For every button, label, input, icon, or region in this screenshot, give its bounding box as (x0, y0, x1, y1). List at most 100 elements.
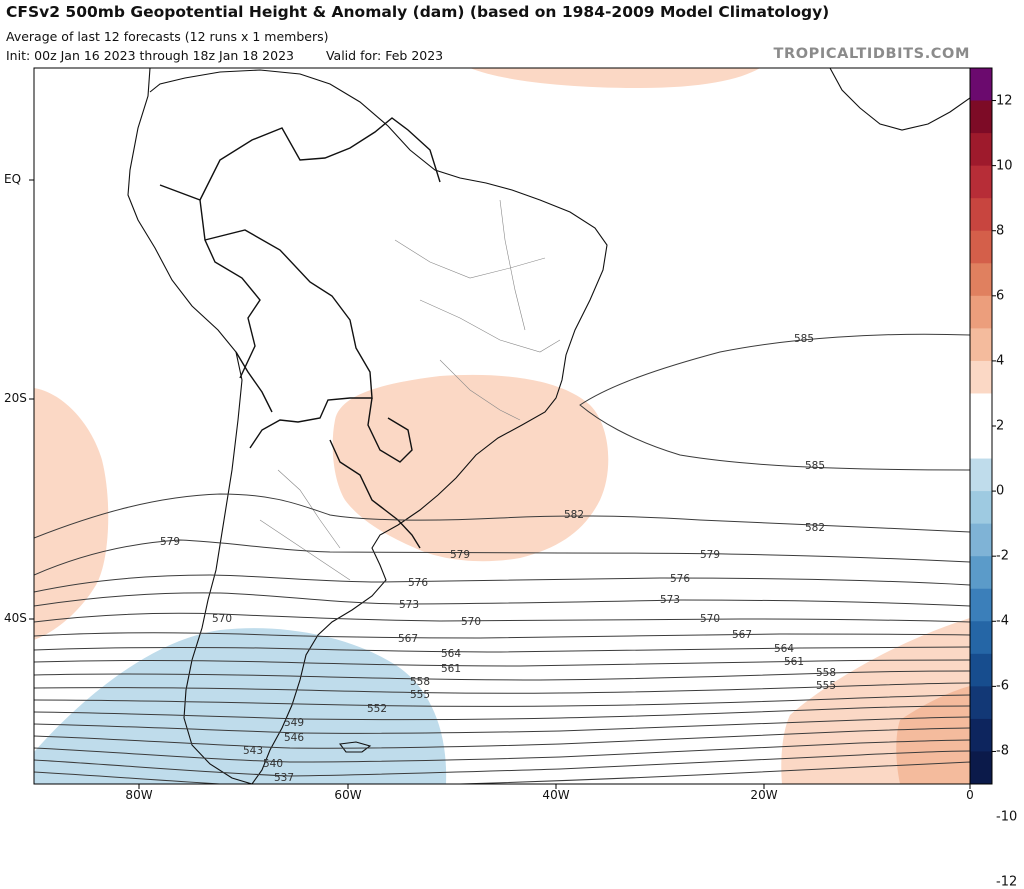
lon-label-80w: 80W (125, 788, 153, 802)
coastlines (127, 68, 970, 784)
colorbar-swatch (970, 165, 992, 199)
contour-549 (34, 705, 970, 721)
valid-text: Valid for: Feb 2023 (325, 48, 444, 63)
colorbar-swatch (970, 686, 992, 720)
colorbar-label: 0 (996, 483, 1005, 499)
contour-label: 570 (700, 613, 720, 625)
contour-label: 567 (398, 633, 418, 645)
contour-label: 555 (816, 680, 836, 692)
contour-label: 579 (700, 549, 720, 561)
contour-label: 579 (160, 536, 180, 548)
colorbar-swatch (970, 751, 992, 785)
colorbar-label: -12 (996, 874, 1018, 889)
contour-label: 576 (670, 573, 690, 585)
contour-label: 540 (263, 758, 283, 770)
colorbar-label: -8 (996, 743, 1009, 759)
colorbar-swatch (970, 198, 992, 232)
lat-label-eq: EQ (4, 172, 22, 186)
contour-label: 573 (660, 594, 680, 606)
colorbar (969, 67, 996, 785)
contour-564 (34, 646, 970, 653)
colorbar-label: -10 (996, 809, 1018, 825)
positive-anomaly-core (896, 686, 970, 784)
contour-label: 558 (816, 667, 836, 679)
contour-534 (34, 761, 970, 784)
admin-borders (259, 199, 561, 581)
lon-label-20w: 20W (750, 788, 778, 802)
contour-label: 564 (774, 643, 794, 655)
colorbar-label: 10 (996, 158, 1013, 174)
colorbar-label: -6 (996, 678, 1009, 694)
colorbar-label: 2 (996, 418, 1005, 434)
contour-543 (34, 727, 970, 749)
contour-label: 579 (450, 549, 470, 561)
init-text: Init: 00z Jan 16 2023 through 18z Jan 18… (6, 48, 294, 63)
colorbar-swatch (970, 718, 992, 752)
contour-label: 570 (212, 613, 232, 625)
contour-576 (34, 574, 970, 593)
contour-label: 573 (399, 599, 419, 611)
contour-label: 543 (243, 745, 263, 757)
contour-552 (34, 694, 970, 707)
colorbar-swatch (970, 295, 992, 329)
contour-540 (34, 739, 970, 763)
axis-ticks (29, 179, 971, 789)
lon-label-0: 0 (966, 788, 974, 802)
contour-label: 585 (805, 460, 825, 472)
contour-label: 576 (408, 577, 428, 589)
contour-label: 567 (732, 629, 752, 641)
colorbar-swatch (970, 426, 992, 460)
lat-label-40s: 40S (4, 611, 27, 625)
contour-582 (34, 493, 970, 539)
init-valid-line: Init: 00z Jan 16 2023 through 18z Jan 18… (6, 48, 443, 63)
anomaly-map: 585 585 582 582 579 579 579 576 576 573 573 570 570 5… (29, 67, 996, 789)
contour-labels: 585 585 582 582 579 579 579 576 576 573 573 570 570 5… (160, 333, 836, 784)
contour-label: 582 (564, 509, 584, 521)
contour-label: 561 (441, 663, 461, 675)
lon-label-40w: 40W (542, 788, 570, 802)
colorbar-swatch (970, 360, 992, 394)
lon-label-60w: 60W (334, 788, 362, 802)
height-contours (34, 333, 970, 784)
colorbar-swatch (970, 458, 992, 492)
chart-subtitle: Average of last 12 forecasts (12 runs x … (6, 29, 329, 44)
colorbar-label: 6 (996, 288, 1005, 304)
contour-558 (34, 670, 970, 681)
colorbar-swatch (970, 556, 992, 590)
contour-567 (34, 632, 970, 639)
contour-585 (579, 333, 970, 471)
colorbar-swatch (970, 491, 992, 525)
colorbar-label: -2 (996, 548, 1009, 564)
colorbar-swatch (970, 133, 992, 167)
colorbar-swatch (970, 393, 992, 427)
colorbar-swatch (970, 230, 992, 264)
contour-label: 555 (410, 689, 430, 701)
contour-label: 582 (805, 522, 825, 534)
contour-561 (34, 659, 970, 667)
contour-label: 537 (274, 772, 294, 784)
colorbar-swatch (970, 653, 992, 687)
contour-570 (34, 612, 970, 623)
contour-573 (34, 592, 970, 607)
brand-watermark: TROPICALTIDBITS.COM (773, 46, 970, 62)
contour-555 (34, 682, 970, 694)
contour-label: 564 (441, 648, 461, 660)
colorbar-label: 4 (996, 353, 1005, 369)
colorbar-swatch (970, 621, 992, 655)
contour-label: 552 (367, 703, 387, 715)
negative-anomaly-area (34, 628, 447, 784)
colorbar-label: -4 (996, 613, 1009, 629)
colorbar-swatch (970, 328, 992, 362)
contour-label: 549 (284, 717, 304, 729)
contour-label: 558 (410, 676, 430, 688)
contour-537 (34, 750, 970, 777)
colorbar-swatch (970, 263, 992, 297)
contour-label: 570 (461, 616, 481, 628)
country-borders (159, 117, 441, 549)
contour-546 (34, 716, 970, 734)
contour-579 (34, 539, 970, 576)
contour-label: 546 (284, 732, 304, 744)
chart-title: CFSv2 500mb Geopotential Height & Anomal… (6, 3, 830, 21)
colorbar-label: 12 (996, 93, 1013, 109)
contour-label: 561 (784, 656, 804, 668)
